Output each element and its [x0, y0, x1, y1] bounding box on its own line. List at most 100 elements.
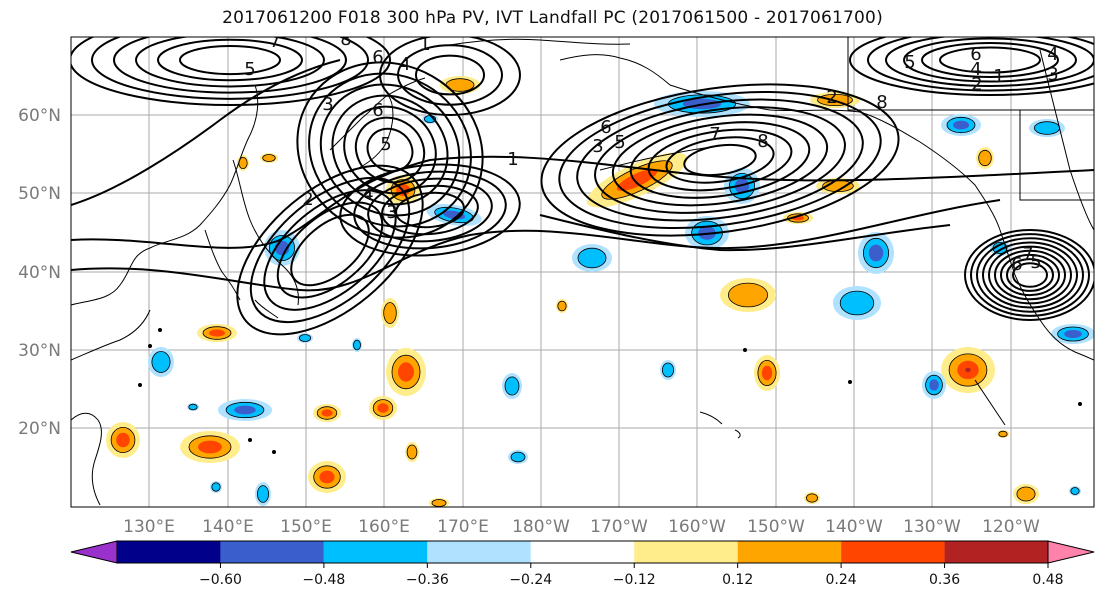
ivt-anomaly-blob [754, 355, 780, 391]
island [743, 348, 747, 352]
coastline [699, 411, 723, 425]
coastline [559, 54, 671, 86]
pv-contour [558, 90, 882, 230]
lat-tick-label: 60°N [18, 106, 61, 126]
pv-contour [539, 214, 951, 252]
ivt-anomaly-blob [352, 338, 362, 352]
ivt-level-fill [377, 403, 389, 413]
pv-contour [276, 201, 384, 299]
ivt-anomaly-blob [941, 114, 981, 136]
pv-contour [665, 136, 775, 184]
coastline [71, 84, 259, 306]
ivt-level-fill [510, 451, 526, 463]
ivt-level-fill [211, 482, 221, 492]
ivt-anomaly-blob [858, 232, 894, 274]
pv-contour [379, 37, 521, 116]
pv-contour-label: 7 [269, 31, 280, 52]
colorbar-tick-label: 0.12 [722, 572, 753, 588]
colorbar-tick-label: −0.12 [613, 572, 656, 588]
pv-contour [71, 37, 391, 106]
pv-contour-label: 1 [507, 149, 518, 170]
colorbar-bin [841, 541, 945, 563]
colorbar: −0.60 −0.48 −0.36 −0.24 −0.12 0.12 0.24 0.36 0.4… [70, 540, 1095, 588]
longitude-tick-labels: 130°E 140°E 150°E 160°E 170°E 180°W 170°W 160°W… [123, 517, 1040, 537]
ivt-level-fill [319, 470, 335, 484]
ivt-level-fill [557, 300, 567, 312]
ivt-anomaly-blob [381, 298, 399, 328]
ivt-anomaly-blob [180, 431, 240, 463]
ivt-anomaly-blob [997, 430, 1009, 438]
pv-contour-label: 2 [826, 87, 837, 108]
coastline [387, 77, 426, 96]
pv-contour-label: 7 [1022, 244, 1033, 265]
pv-contour [296, 61, 484, 239]
pv-contour [1000, 253, 1060, 297]
lon-tick-label: 140°W [825, 517, 883, 537]
colorbar-tick-label: −0.24 [509, 572, 552, 588]
pv-contour [594, 106, 846, 214]
lon-tick-label: 180°W [512, 517, 570, 537]
pv-contour-label: 5 [904, 52, 915, 73]
ivt-anomaly-blob [429, 498, 449, 507]
ivt-level-fill [256, 485, 269, 503]
ivt-anomaly-blob [922, 371, 946, 399]
pv-contour [353, 170, 507, 250]
ivt-level-fill [662, 362, 675, 378]
ivt-level-fill [353, 339, 361, 351]
colorbar-tick-label: −0.60 [199, 572, 242, 588]
pv-contour-label: 8 [340, 29, 351, 50]
border-line [847, 37, 1094, 111]
ivt-anomaly-blob [783, 212, 813, 224]
colorbar-bin [220, 541, 324, 563]
ivt-level-fill [198, 440, 222, 454]
pv-contour-label: 3 [386, 202, 397, 223]
ivt-anomaly-blob [1051, 324, 1094, 344]
pv-contour [629, 121, 811, 199]
ivt-anomaly-blob [422, 114, 438, 124]
ivt-anomaly-blob [720, 278, 776, 312]
colorbar-bin [634, 541, 738, 563]
pv-contour [397, 44, 503, 106]
ivt-level-fill [965, 367, 971, 373]
ivt-level-fill [383, 302, 397, 324]
ivt-anomaly-blob [833, 286, 881, 320]
island [138, 383, 142, 387]
pv-contour [540, 83, 900, 237]
colorbar-tick-label: −0.36 [406, 572, 449, 588]
pv-contour-label: 1 [419, 34, 430, 55]
ivt-anomaly-blob [502, 373, 522, 399]
lon-tick-label: 150°W [747, 517, 805, 537]
pv-contour [964, 229, 1094, 321]
lon-tick-label: 170°E [437, 517, 489, 537]
pv-contour [135, 37, 325, 88]
lon-tick-label: 170°W [590, 517, 648, 537]
colorbar-bin [323, 541, 428, 563]
lat-tick-label: 40°N [18, 263, 61, 283]
pv-contour [867, 37, 1094, 92]
pv-contour [71, 155, 1094, 249]
coastlines [71, 37, 1094, 506]
ivt-level-fill [209, 329, 225, 337]
pv-contour-label: 6 [600, 117, 611, 138]
pv-contour [71, 199, 1001, 292]
plot-title: 2017061200 F018 300 hPa PV, IVT Landfall… [222, 8, 883, 28]
coastline [919, 141, 1001, 231]
colorbar-bin [737, 541, 842, 563]
ivt-anomaly-blob [218, 399, 272, 421]
ivt-level-fill [262, 154, 276, 162]
ivt-anomaly-blob [313, 404, 341, 422]
pv-contour [994, 249, 1066, 301]
pv-contour [179, 44, 281, 76]
ivt-level-fill [1070, 487, 1080, 495]
colorbar-over-triangle [1047, 540, 1095, 564]
ivt-level-fill [1064, 330, 1082, 338]
latitude-tick-labels: 60°N 50°N 40°N 30°N 20°N [18, 106, 61, 439]
pv-contour-label: 5 [1030, 252, 1041, 273]
pv-contour [249, 176, 411, 324]
pv-contour-label: 2 [302, 189, 313, 210]
pv-contour [367, 177, 493, 243]
ivt-anomaly-blob [297, 333, 313, 343]
pv-contour [415, 54, 485, 96]
